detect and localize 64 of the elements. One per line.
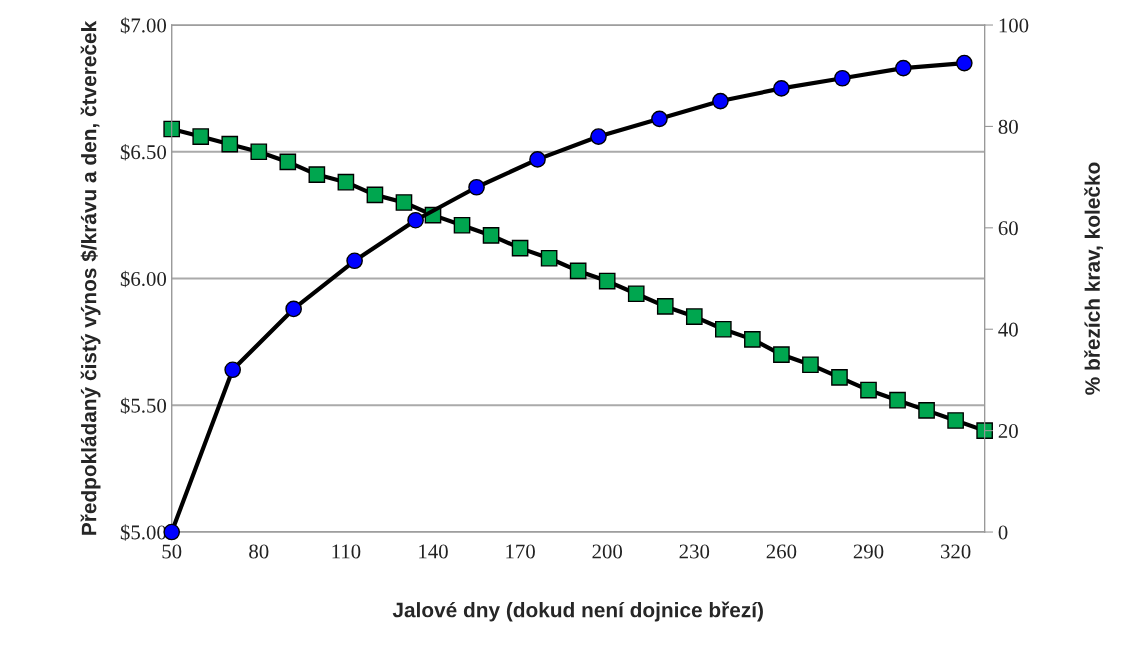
point xyxy=(976,422,993,439)
point xyxy=(651,110,668,128)
point xyxy=(468,178,485,196)
point xyxy=(598,272,616,290)
point xyxy=(918,402,935,419)
x-tick-label: 170 xyxy=(506,544,535,559)
point xyxy=(285,300,302,318)
x-tick-label: 290 xyxy=(853,544,884,559)
point xyxy=(407,211,424,229)
point xyxy=(453,216,471,234)
y2-tick-label: 60 xyxy=(998,221,1018,236)
point xyxy=(529,151,546,168)
point xyxy=(221,135,239,153)
y2-tick-label: 100 xyxy=(999,18,1029,33)
x-tick-label: 80 xyxy=(249,544,269,559)
y2-tick-label: 80 xyxy=(998,119,1018,134)
y-axis-title: Předpokládaný čistý výnos $/krávu a den, čtvereček xyxy=(80,20,101,535)
point xyxy=(279,153,297,171)
point xyxy=(889,391,906,409)
point xyxy=(656,298,674,315)
x-tick-label: 200 xyxy=(592,544,623,559)
point xyxy=(192,128,210,145)
x-axis-title: Jalové dny (dokud není dojnice březí) xyxy=(392,601,763,622)
point xyxy=(802,356,819,374)
y2-tick-label: 40 xyxy=(998,322,1018,337)
y-tick-label: $7.00 xyxy=(120,17,167,34)
x-tick-label: 50 xyxy=(162,544,182,559)
point xyxy=(308,166,326,183)
point xyxy=(224,361,241,379)
point xyxy=(540,249,558,267)
point xyxy=(947,412,964,429)
x-tick-label: 260 xyxy=(766,544,797,559)
point xyxy=(482,227,500,244)
x-tick-label: 320 xyxy=(940,544,971,559)
point xyxy=(590,128,607,145)
point xyxy=(346,252,363,270)
y2-tick-label: 20 xyxy=(998,424,1018,439)
y2-axis-title: % březích krav, kolečko xyxy=(1084,162,1103,395)
point xyxy=(955,54,973,72)
point xyxy=(250,143,268,161)
point xyxy=(685,308,703,325)
point xyxy=(712,92,729,110)
point xyxy=(715,320,732,338)
point xyxy=(895,59,912,77)
point xyxy=(163,120,181,138)
y-tick-label: $6.00 xyxy=(120,270,167,288)
point xyxy=(744,331,761,348)
x-tick-label: 140 xyxy=(419,544,448,559)
y2-tick-label: 0 xyxy=(998,525,1008,540)
y-tick-label: $5.50 xyxy=(120,397,167,415)
point xyxy=(773,346,790,363)
point xyxy=(860,381,877,399)
point xyxy=(627,285,645,303)
x-tick-label: 110 xyxy=(332,544,361,559)
y-tick-label: $6.50 xyxy=(120,143,167,161)
point xyxy=(773,80,790,97)
x-tick-label: 230 xyxy=(679,544,710,559)
point xyxy=(366,186,384,204)
point xyxy=(337,173,355,191)
point xyxy=(834,69,851,87)
point xyxy=(831,369,848,386)
point xyxy=(395,194,413,211)
point xyxy=(569,262,587,280)
point xyxy=(511,239,529,257)
